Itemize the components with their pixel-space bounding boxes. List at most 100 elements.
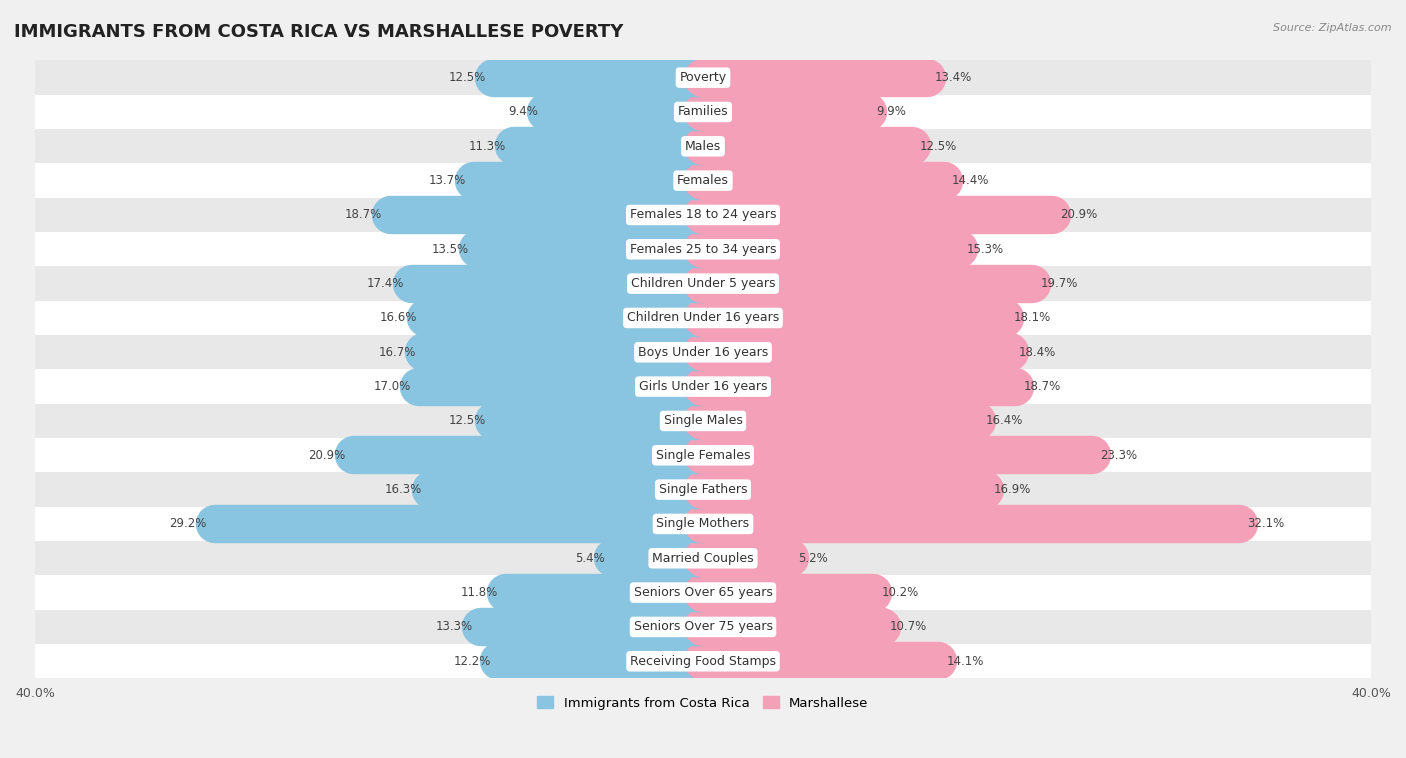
Bar	[703, 136, 911, 157]
Bar	[425, 342, 703, 363]
Text: 17.4%: 17.4%	[367, 277, 404, 290]
Text: Females 25 to 34 years: Females 25 to 34 years	[630, 243, 776, 255]
Bar	[703, 102, 869, 123]
Bar	[703, 205, 1052, 226]
Text: Seniors Over 75 years: Seniors Over 75 years	[634, 621, 772, 634]
Bar	[499, 650, 703, 672]
Text: 18.4%: 18.4%	[1019, 346, 1056, 359]
Bar	[35, 541, 1371, 575]
Text: Single Females: Single Females	[655, 449, 751, 462]
Bar	[215, 513, 703, 534]
Bar	[703, 170, 943, 191]
Text: 16.6%: 16.6%	[380, 312, 418, 324]
Text: Females: Females	[678, 174, 728, 187]
Bar	[35, 369, 1371, 404]
Text: Married Couples: Married Couples	[652, 552, 754, 565]
Bar	[391, 205, 703, 226]
Text: 9.4%: 9.4%	[508, 105, 537, 118]
Bar	[506, 582, 703, 603]
Bar	[35, 575, 1371, 609]
Bar	[474, 170, 703, 191]
Text: 20.9%: 20.9%	[1060, 208, 1098, 221]
Text: 16.9%: 16.9%	[994, 483, 1031, 496]
Bar	[703, 513, 1239, 534]
Text: 16.4%: 16.4%	[986, 415, 1022, 428]
Bar	[412, 273, 703, 294]
Text: 17.0%: 17.0%	[374, 380, 411, 393]
Text: Source: ZipAtlas.com: Source: ZipAtlas.com	[1274, 23, 1392, 33]
Text: 5.4%: 5.4%	[575, 552, 605, 565]
Bar	[430, 479, 703, 500]
Text: Receiving Food Stamps: Receiving Food Stamps	[630, 655, 776, 668]
Text: 13.7%: 13.7%	[429, 174, 465, 187]
Bar	[703, 376, 1015, 397]
Text: Females 18 to 24 years: Females 18 to 24 years	[630, 208, 776, 221]
Bar	[419, 376, 703, 397]
Bar	[35, 644, 1371, 678]
Text: Seniors Over 65 years: Seniors Over 65 years	[634, 586, 772, 599]
Bar	[35, 267, 1371, 301]
Bar	[703, 582, 873, 603]
Text: 5.2%: 5.2%	[799, 552, 828, 565]
Text: Single Fathers: Single Fathers	[659, 483, 747, 496]
Bar	[703, 239, 959, 260]
Bar	[703, 273, 1032, 294]
Text: 12.2%: 12.2%	[454, 655, 491, 668]
Bar	[703, 342, 1011, 363]
Bar	[35, 95, 1371, 129]
Bar	[703, 547, 790, 569]
Text: Single Mothers: Single Mothers	[657, 518, 749, 531]
Text: 13.5%: 13.5%	[432, 243, 470, 255]
Text: 29.2%: 29.2%	[170, 518, 207, 531]
Bar	[35, 198, 1371, 232]
Text: 13.4%: 13.4%	[935, 71, 973, 84]
Text: IMMIGRANTS FROM COSTA RICA VS MARSHALLESE POVERTY: IMMIGRANTS FROM COSTA RICA VS MARSHALLES…	[14, 23, 623, 41]
Bar	[703, 479, 986, 500]
Text: Children Under 16 years: Children Under 16 years	[627, 312, 779, 324]
Text: 10.7%: 10.7%	[890, 621, 928, 634]
Text: 23.3%: 23.3%	[1101, 449, 1137, 462]
Text: Boys Under 16 years: Boys Under 16 years	[638, 346, 768, 359]
Bar	[35, 301, 1371, 335]
Bar	[35, 164, 1371, 198]
Bar	[613, 547, 703, 569]
Text: Girls Under 16 years: Girls Under 16 years	[638, 380, 768, 393]
Bar	[703, 307, 1005, 329]
Bar	[35, 472, 1371, 507]
Bar	[478, 239, 703, 260]
Text: 12.5%: 12.5%	[920, 139, 957, 153]
Text: 18.7%: 18.7%	[1024, 380, 1062, 393]
Text: Males: Males	[685, 139, 721, 153]
Text: 12.5%: 12.5%	[449, 415, 486, 428]
Bar	[35, 335, 1371, 369]
Bar	[35, 404, 1371, 438]
Text: Families: Families	[678, 105, 728, 118]
Text: 32.1%: 32.1%	[1247, 518, 1285, 531]
Text: Poverty: Poverty	[679, 71, 727, 84]
Text: 11.3%: 11.3%	[468, 139, 506, 153]
Bar	[35, 232, 1371, 267]
Text: 14.4%: 14.4%	[952, 174, 990, 187]
Bar	[481, 616, 703, 637]
Legend: Immigrants from Costa Rica, Marshallese: Immigrants from Costa Rica, Marshallese	[533, 691, 873, 715]
Bar	[703, 410, 977, 431]
Bar	[703, 445, 1092, 466]
Bar	[35, 507, 1371, 541]
Text: 20.9%: 20.9%	[308, 449, 346, 462]
Text: 14.1%: 14.1%	[946, 655, 984, 668]
Text: 13.3%: 13.3%	[436, 621, 472, 634]
Text: 19.7%: 19.7%	[1040, 277, 1078, 290]
Text: 18.1%: 18.1%	[1014, 312, 1050, 324]
Text: 11.8%: 11.8%	[460, 586, 498, 599]
Text: 18.7%: 18.7%	[344, 208, 382, 221]
Bar	[703, 67, 927, 88]
Text: 16.7%: 16.7%	[378, 346, 416, 359]
Text: 9.9%: 9.9%	[877, 105, 907, 118]
Text: 15.3%: 15.3%	[967, 243, 1004, 255]
Bar	[35, 129, 1371, 164]
Bar	[495, 410, 703, 431]
Text: 12.5%: 12.5%	[449, 71, 486, 84]
Bar	[495, 67, 703, 88]
Bar	[703, 650, 938, 672]
Bar	[546, 102, 703, 123]
